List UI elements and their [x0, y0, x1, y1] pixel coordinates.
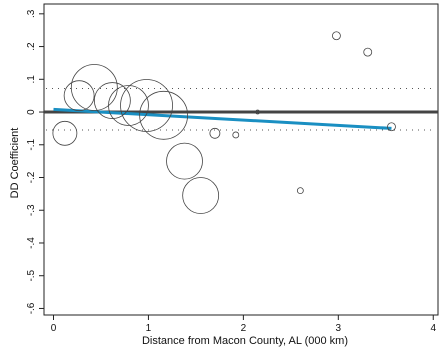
data-point-6 [139, 90, 189, 140]
data-point-10 [232, 131, 240, 139]
dotted-bands [46, 87, 436, 131]
y-tick-label-5: -.2 [26, 171, 37, 183]
x-axis-title: Distance from Macon County, AL (000 km) [142, 335, 348, 347]
data-point-2 [70, 64, 118, 111]
y-tick-label-8: -.5 [26, 269, 37, 281]
y-tick-label-0: .3 [26, 9, 37, 18]
data-point-15 [387, 122, 396, 132]
x-tick-label-2: 2 [241, 323, 247, 334]
y-tick-label-7: -.4 [26, 237, 37, 249]
x-tick-label-4: 4 [430, 323, 436, 334]
data-point-14 [363, 47, 373, 57]
y-tick-label-3: 0 [26, 109, 37, 115]
data-point-8 [182, 177, 220, 214]
y-tick-label-6: -.3 [26, 204, 37, 216]
x-tick-label-3: 3 [336, 323, 342, 334]
data-point-9 [209, 127, 221, 139]
x-tick-label-0: 0 [51, 323, 57, 334]
y-tick-label-1: .2 [26, 42, 37, 51]
data-point-4 [108, 85, 149, 126]
y-axis-title: DD Coefficient [9, 128, 21, 199]
y-tick-label-9: -.6 [26, 302, 37, 314]
data-point-0 [52, 120, 78, 146]
data-point-1 [63, 80, 95, 112]
y-axis-ticks: .3 .2 .1 0 -.1 -.2 -.3 -.4 -.5 -.6 [26, 9, 44, 314]
y-tick-label-2: .1 [26, 75, 37, 84]
data-point-3 [93, 82, 131, 119]
data-point-11 [255, 109, 261, 115]
x-tick-label-1: 1 [146, 323, 152, 334]
data-point-12 [296, 187, 304, 195]
x-axis-ticks: 0 1 2 3 4 [51, 315, 436, 334]
data-point-5 [120, 79, 173, 132]
plot-area-border [43, 3, 439, 316]
plot-frame [43, 3, 439, 316]
data-point-7 [166, 142, 203, 180]
data-point-13 [332, 31, 341, 41]
y-tick-label-4: -.1 [26, 138, 37, 150]
data-points [52, 31, 396, 214]
